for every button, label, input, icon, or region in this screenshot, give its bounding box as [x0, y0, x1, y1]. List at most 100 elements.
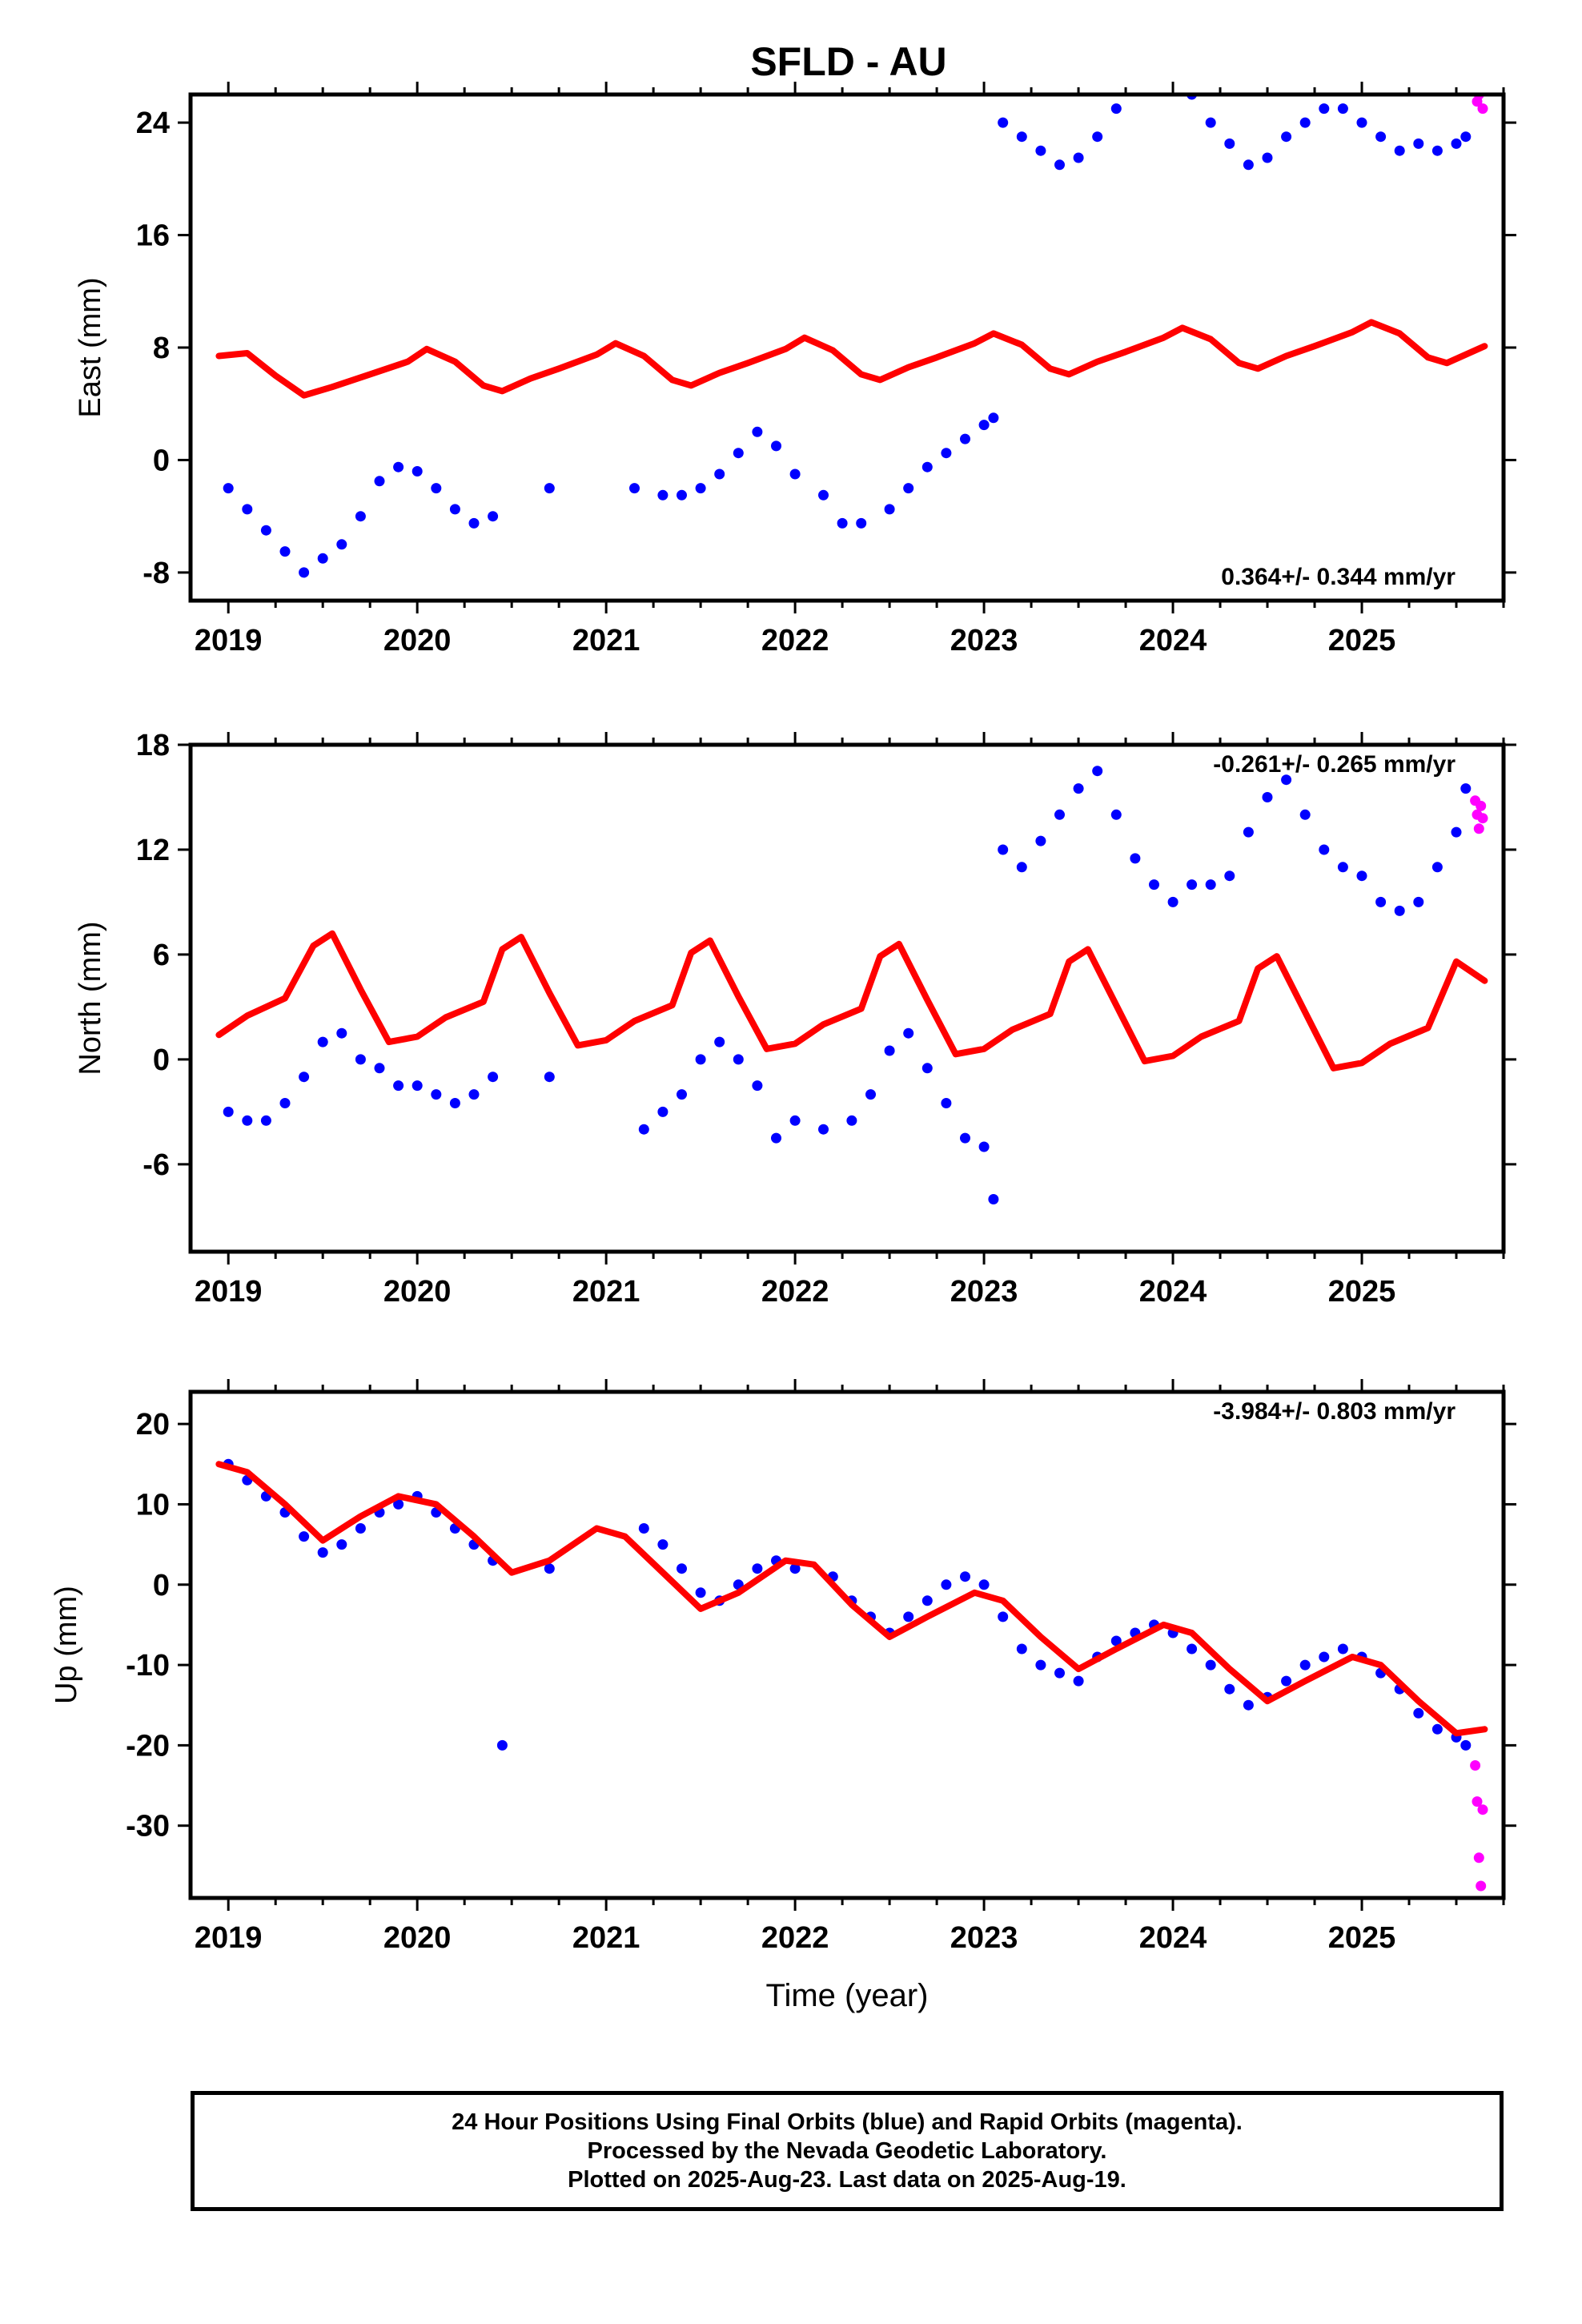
final-orbit-point: [1149, 61, 1159, 71]
rapid-orbit-point: [1476, 800, 1487, 811]
final-orbit-point: [1205, 879, 1216, 891]
final-orbit-point: [1035, 145, 1046, 156]
final-orbit-point: [355, 511, 366, 522]
final-orbit-point: [657, 1106, 669, 1117]
y-tick-label: -10: [126, 1649, 170, 1683]
final-orbit-point: [695, 1054, 706, 1065]
final-orbit-point: [978, 420, 990, 431]
rapid-orbit-point: [1477, 103, 1488, 115]
data-layer: [215, 61, 1488, 578]
final-orbit-point: [960, 433, 970, 444]
final-orbit-point: [714, 468, 725, 480]
final-orbit-point: [1460, 783, 1472, 794]
final-orbit-point: [921, 1595, 933, 1606]
final-orbit-point: [998, 117, 1009, 128]
final-orbit-point: [1431, 862, 1443, 873]
rapid-orbit-point: [1470, 1760, 1481, 1771]
footer-line-orbits: 24 Hour Positions Using Final Orbits (bl…: [452, 2109, 1243, 2135]
final-orbit-point: [638, 1124, 649, 1135]
y-tick-label: 0: [153, 444, 170, 477]
final-orbit-point: [1186, 879, 1198, 891]
model-fit-line: [215, 930, 1488, 1072]
rate-annotation: -0.261+/- 0.265 mm/yr: [1213, 751, 1456, 778]
x-tick-label: 2025: [1328, 624, 1396, 657]
final-orbit-point: [1281, 774, 1292, 786]
x-tick-label: 2023: [950, 1275, 1018, 1309]
final-orbit-point: [695, 1587, 706, 1598]
final-orbit-point: [1205, 117, 1216, 128]
final-orbit-point: [657, 1539, 669, 1550]
final-orbit-point: [695, 483, 706, 494]
y-tick-label: 10: [136, 1488, 170, 1522]
final-orbit-point: [752, 1080, 763, 1092]
x-tick-label: 2024: [1139, 1921, 1207, 1955]
y-tick-label: 0: [153, 1043, 170, 1077]
final-orbit-point: [1460, 1739, 1472, 1751]
final-orbit-point: [1243, 826, 1254, 838]
x-tick-label: 2025: [1328, 1921, 1396, 1955]
final-orbit-point: [1394, 145, 1405, 156]
final-orbit-point: [884, 1045, 895, 1056]
final-orbit-point: [279, 1098, 291, 1108]
y-tick-label: -6: [143, 1148, 170, 1182]
final-orbit-point: [1375, 131, 1387, 143]
y-tick-label: 6: [153, 939, 170, 972]
x-tick-label: 2019: [195, 1275, 263, 1309]
final-orbit-point: [260, 525, 271, 536]
final-orbit-point: [1299, 1659, 1311, 1671]
model-fit-line: [215, 319, 1488, 399]
final-orbit-point: [355, 1054, 366, 1065]
final-orbit-point: [279, 546, 291, 557]
final-orbit-point: [1073, 152, 1084, 163]
final-orbit-point: [299, 1531, 310, 1542]
final-orbit-point: [1299, 809, 1311, 820]
final-orbit-point: [544, 1072, 555, 1083]
final-orbit-point: [1186, 1643, 1198, 1655]
y-tick-label: -8: [143, 557, 170, 590]
final-orbit-point: [1130, 75, 1140, 86]
final-orbit-point: [1054, 809, 1065, 820]
final-orbit-point: [998, 1611, 1009, 1622]
y-tick-label: 0: [153, 1569, 170, 1602]
final-orbit-point: [1016, 862, 1027, 873]
final-orbit-point: [1167, 896, 1178, 907]
rapid-orbit-point: [1476, 1880, 1487, 1892]
x-tick-label: 2024: [1139, 624, 1207, 657]
final-orbit-point: [1337, 1643, 1348, 1655]
x-axis-label: Time (year): [766, 1978, 929, 2013]
rapid-orbit-point: [1470, 75, 1480, 86]
figure-title: SFLD - AU: [750, 39, 946, 84]
final-orbit-point: [1413, 1707, 1424, 1719]
final-orbit-point: [921, 1063, 933, 1074]
final-orbit-point: [1431, 145, 1443, 156]
final-orbit-point: [1016, 1643, 1027, 1655]
final-orbit-point: [1243, 1699, 1254, 1711]
final-orbit-point: [336, 1027, 347, 1039]
final-orbit-point: [1110, 103, 1122, 115]
chart-panels: 2019 2020 2021 2022 2023 2024 2025 -8 0 8 16 24 East…: [50, 61, 1516, 2013]
final-orbit-point: [960, 1132, 970, 1144]
final-orbit-point: [336, 539, 347, 550]
final-orbit-point: [1092, 131, 1103, 143]
x-tick-label: 2022: [761, 1921, 829, 1955]
final-orbit-point: [1110, 809, 1122, 820]
final-orbit-point: [374, 1063, 385, 1074]
final-orbit-point: [846, 1115, 857, 1126]
final-orbit-point: [1054, 1667, 1065, 1679]
footer-line-processed-by: Processed by the Nevada Geodetic Laborat…: [587, 2138, 1107, 2164]
final-orbit-point: [1092, 766, 1103, 777]
final-orbit-point: [978, 1579, 990, 1590]
final-orbit-point: [1205, 1659, 1216, 1671]
final-orbit-point: [242, 1115, 253, 1126]
final-orbit-point: [903, 1611, 914, 1622]
x-tick-label: 2021: [572, 1275, 640, 1309]
x-tick-label: 2023: [950, 624, 1018, 657]
footer-line-dates: Plotted on 2025-Aug-23. Last data on 202…: [568, 2167, 1126, 2193]
final-orbit-point: [317, 1547, 328, 1558]
plot-frame: [188, 742, 1506, 1254]
rapid-orbit-point: [1473, 1852, 1484, 1864]
final-orbit-point: [733, 448, 744, 459]
final-orbit-point: [789, 1563, 801, 1574]
final-orbit-point: [638, 1523, 649, 1534]
final-orbit-point: [752, 1563, 763, 1574]
